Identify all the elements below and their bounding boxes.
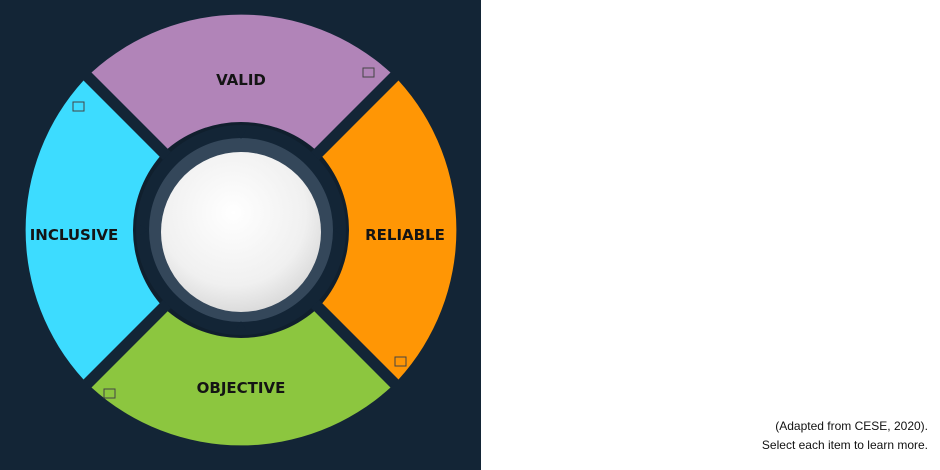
source-caption: (Adapted from CESE, 2020). xyxy=(775,419,928,433)
instruction-caption: Select each item to learn more. xyxy=(761,438,928,452)
assessment-principles-diagram: VALID RELIABLE OBJECTIVE INCLUSIVE xyxy=(0,0,481,470)
pointer-left-icon xyxy=(140,225,149,235)
segment-objective-marker-icon xyxy=(103,388,116,399)
segment-objective-shape xyxy=(91,311,391,446)
segment-valid-marker-icon xyxy=(362,67,375,78)
segment-inclusive-label: INCLUSIVE xyxy=(30,226,119,244)
pointer-bottom-icon xyxy=(236,321,246,330)
wheel-svg: VALID RELIABLE OBJECTIVE INCLUSIVE xyxy=(25,14,457,446)
segment-inclusive-shape xyxy=(25,80,160,380)
segment-inclusive-marker-icon xyxy=(72,101,85,112)
segment-valid-shape xyxy=(91,14,391,149)
segment-objective-label: OBJECTIVE xyxy=(197,379,286,397)
segment-valid-label: VALID xyxy=(216,71,266,89)
pointer-right-icon xyxy=(333,225,342,235)
pointer-top-icon xyxy=(236,130,246,139)
segment-reliable-shape xyxy=(322,80,457,380)
segment-reliable-label: RELIABLE xyxy=(365,226,445,244)
segment-reliable-marker-icon xyxy=(394,356,407,367)
center-disc xyxy=(161,152,321,312)
